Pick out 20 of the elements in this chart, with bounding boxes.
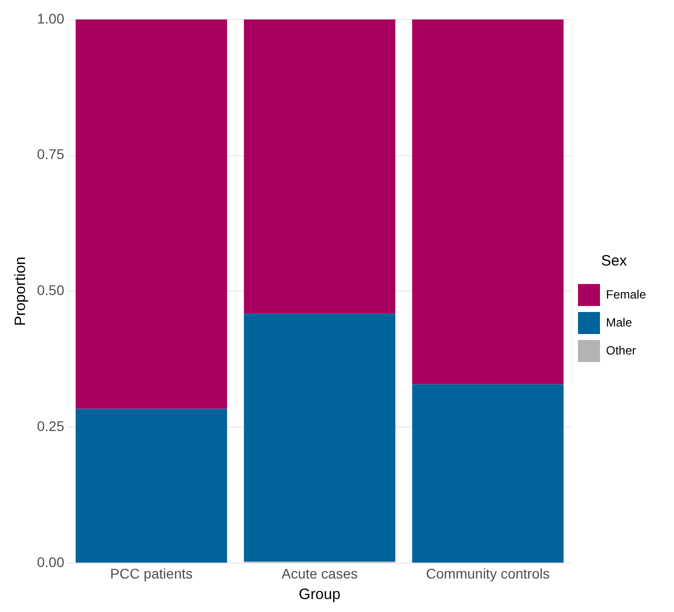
bar bbox=[244, 314, 396, 562]
x-tick-label: Acute cases bbox=[281, 565, 358, 582]
y-tick-label: 0.75 bbox=[37, 146, 64, 162]
legend-label: Female bbox=[606, 287, 646, 302]
bar bbox=[76, 408, 228, 563]
bar bbox=[244, 19, 396, 314]
y-tick-label: 1.00 bbox=[37, 10, 64, 26]
legend-label: Other bbox=[606, 343, 636, 358]
x-tick-label: Community controls bbox=[426, 565, 550, 582]
bar bbox=[412, 19, 564, 384]
bar bbox=[412, 384, 564, 563]
y-axis-title: Proportion bbox=[12, 256, 30, 326]
legend-label: Male bbox=[606, 315, 632, 330]
x-tick-label: PCC patients bbox=[110, 565, 193, 582]
y-tick-label: 0.50 bbox=[37, 282, 64, 298]
x-axis-title: Group bbox=[298, 586, 340, 604]
legend-title: Sex bbox=[601, 252, 628, 270]
y-tick-label: 0.25 bbox=[37, 418, 64, 434]
y-tick-label: 0.00 bbox=[37, 554, 64, 570]
bar bbox=[76, 19, 228, 409]
